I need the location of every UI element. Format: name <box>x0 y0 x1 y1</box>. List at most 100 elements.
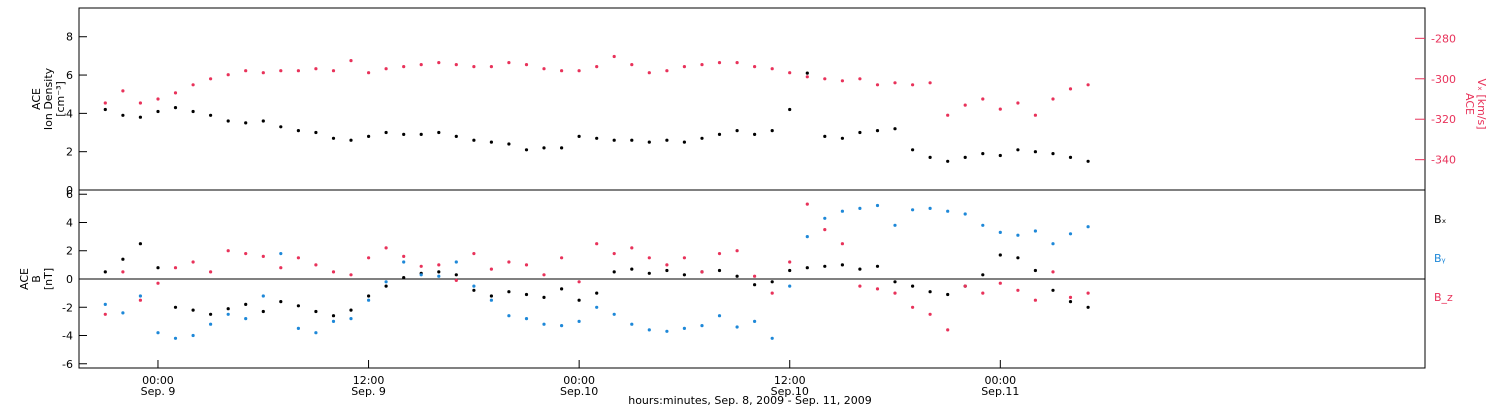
bottom-series-2-point <box>367 256 371 260</box>
bottom-series-1-point <box>963 212 967 216</box>
bottom-series-1-point <box>121 311 125 315</box>
top-series-1-point <box>103 101 107 105</box>
bottom-series-2-point <box>1086 291 1090 295</box>
bottom-series-0-point <box>1068 300 1073 304</box>
bottom-series-2-point <box>858 284 862 288</box>
bottom-series-1-point <box>209 322 213 326</box>
bottom-series-2-point <box>595 242 599 246</box>
top-series-1-point <box>630 63 634 67</box>
bottom-series-1-point <box>770 336 774 340</box>
top-series-0-point <box>753 132 757 136</box>
bottom-series-2-point <box>911 305 915 309</box>
top-series-0-point <box>173 106 178 110</box>
bottom-series-2-point <box>244 252 248 256</box>
top-series-1-point <box>402 65 406 69</box>
x-tick-date: Sep.10 <box>771 385 809 398</box>
top-series-1-point <box>735 61 739 65</box>
top-series-1-point <box>1086 83 1090 87</box>
bottom-series-0-point <box>647 271 651 275</box>
bottom-series-0-point <box>717 268 722 273</box>
bottom-series-0-point <box>682 273 687 277</box>
bottom-series-1-point <box>753 319 757 323</box>
x-tick-time: 00:00 <box>563 374 595 387</box>
top-series-0-point <box>893 127 897 131</box>
top-series-1-point <box>121 89 125 93</box>
bottom-series-0-point <box>928 290 932 294</box>
bottom-series-0-point <box>209 312 213 316</box>
top-series-0-point <box>261 119 265 123</box>
top-series-0-point <box>788 107 792 112</box>
bottom-series-1-point <box>946 209 950 213</box>
top-panel-frame <box>78 7 1426 191</box>
bottom-series-2-point <box>437 263 441 267</box>
bottom-series-1-point <box>384 280 388 284</box>
bottom-series-1-point <box>261 294 265 298</box>
bottom-series-0-point <box>524 292 529 297</box>
bottom-ylabel-line3: [nT] <box>42 268 55 290</box>
bottom-series-2-point <box>1068 295 1073 299</box>
bottom-series-1-point <box>191 333 195 338</box>
top-series-0-point <box>191 109 195 114</box>
bottom-series-2-point <box>630 246 634 250</box>
bottom-series-1-point <box>367 298 371 302</box>
bottom-series-2-point <box>542 273 546 277</box>
bottom-series-2-point <box>823 228 827 232</box>
bottom-series-1-point <box>226 312 230 316</box>
bottom-series-0-point <box>191 308 195 312</box>
bottom-series-1-point <box>402 260 406 264</box>
top-series-0-point <box>314 130 318 135</box>
top-series-0-point <box>331 136 336 140</box>
top-series-1-point <box>753 65 757 69</box>
top-series-0-point <box>209 113 213 117</box>
x-tick-time: 00:00 <box>984 374 1016 387</box>
bottom-series-1-point <box>805 235 809 239</box>
top-series-0-point <box>1016 148 1020 152</box>
bottom-series-1-point <box>156 331 160 335</box>
top-left-axis: 0 2 4 6 8 <box>66 31 87 197</box>
top-series-1-point <box>1016 101 1020 105</box>
top-series-0-point <box>981 152 985 156</box>
top-series-0-point <box>612 138 616 142</box>
bottom-series-0-point <box>296 304 300 308</box>
bottom-series-2-point <box>753 274 757 278</box>
top-series-1-point <box>577 69 581 73</box>
bottom-series-0-point <box>384 284 388 288</box>
top-series-0-point <box>472 138 476 142</box>
top-series-0-point <box>700 136 704 140</box>
bottom-series-0-point <box>103 270 107 274</box>
bottom-series-0-point <box>402 276 406 280</box>
top-series-0-point <box>858 130 862 135</box>
top-series-0-point <box>630 138 634 142</box>
bottom-series-0-point <box>454 273 458 277</box>
bottom-series-0-point <box>840 263 845 267</box>
top-series-1-point <box>647 71 651 75</box>
top-series-0-point <box>647 140 651 144</box>
top-series-1-point <box>911 83 915 87</box>
top-series-0-point <box>244 121 248 125</box>
top-series-1-point <box>507 61 511 65</box>
bottom-series-0-point <box>770 280 774 284</box>
top-series-1-point <box>981 97 985 101</box>
bottom-series-1-point <box>700 324 704 328</box>
bottom-series-0-point <box>560 287 564 291</box>
top-series-1-point <box>840 79 845 83</box>
bottom-series-0-point <box>823 264 827 268</box>
bottom-series-2-point <box>647 256 651 260</box>
bottom-series-2-point <box>296 256 300 260</box>
top-series-1-point <box>384 67 388 71</box>
top-ylabel-line1: ACE <box>30 88 43 110</box>
bottom-series-0-point <box>735 274 739 278</box>
bottom-series-1-point <box>823 216 827 220</box>
bottom-ylabel-line1: ACE <box>18 268 31 290</box>
top-series-1-point <box>858 77 862 81</box>
top-series-1-point <box>244 69 248 73</box>
bottom-series-1-point <box>489 298 493 302</box>
bottom-series-0-point <box>489 294 493 298</box>
top-series-1-point <box>472 65 476 69</box>
bottom-series-1-point <box>103 302 107 306</box>
x-tick-date: Sep. 9 <box>351 385 386 398</box>
x-tick-time: 12:00 <box>774 374 806 387</box>
bottom-series-0-point <box>893 280 897 284</box>
bottom-series-2-point <box>489 267 493 271</box>
